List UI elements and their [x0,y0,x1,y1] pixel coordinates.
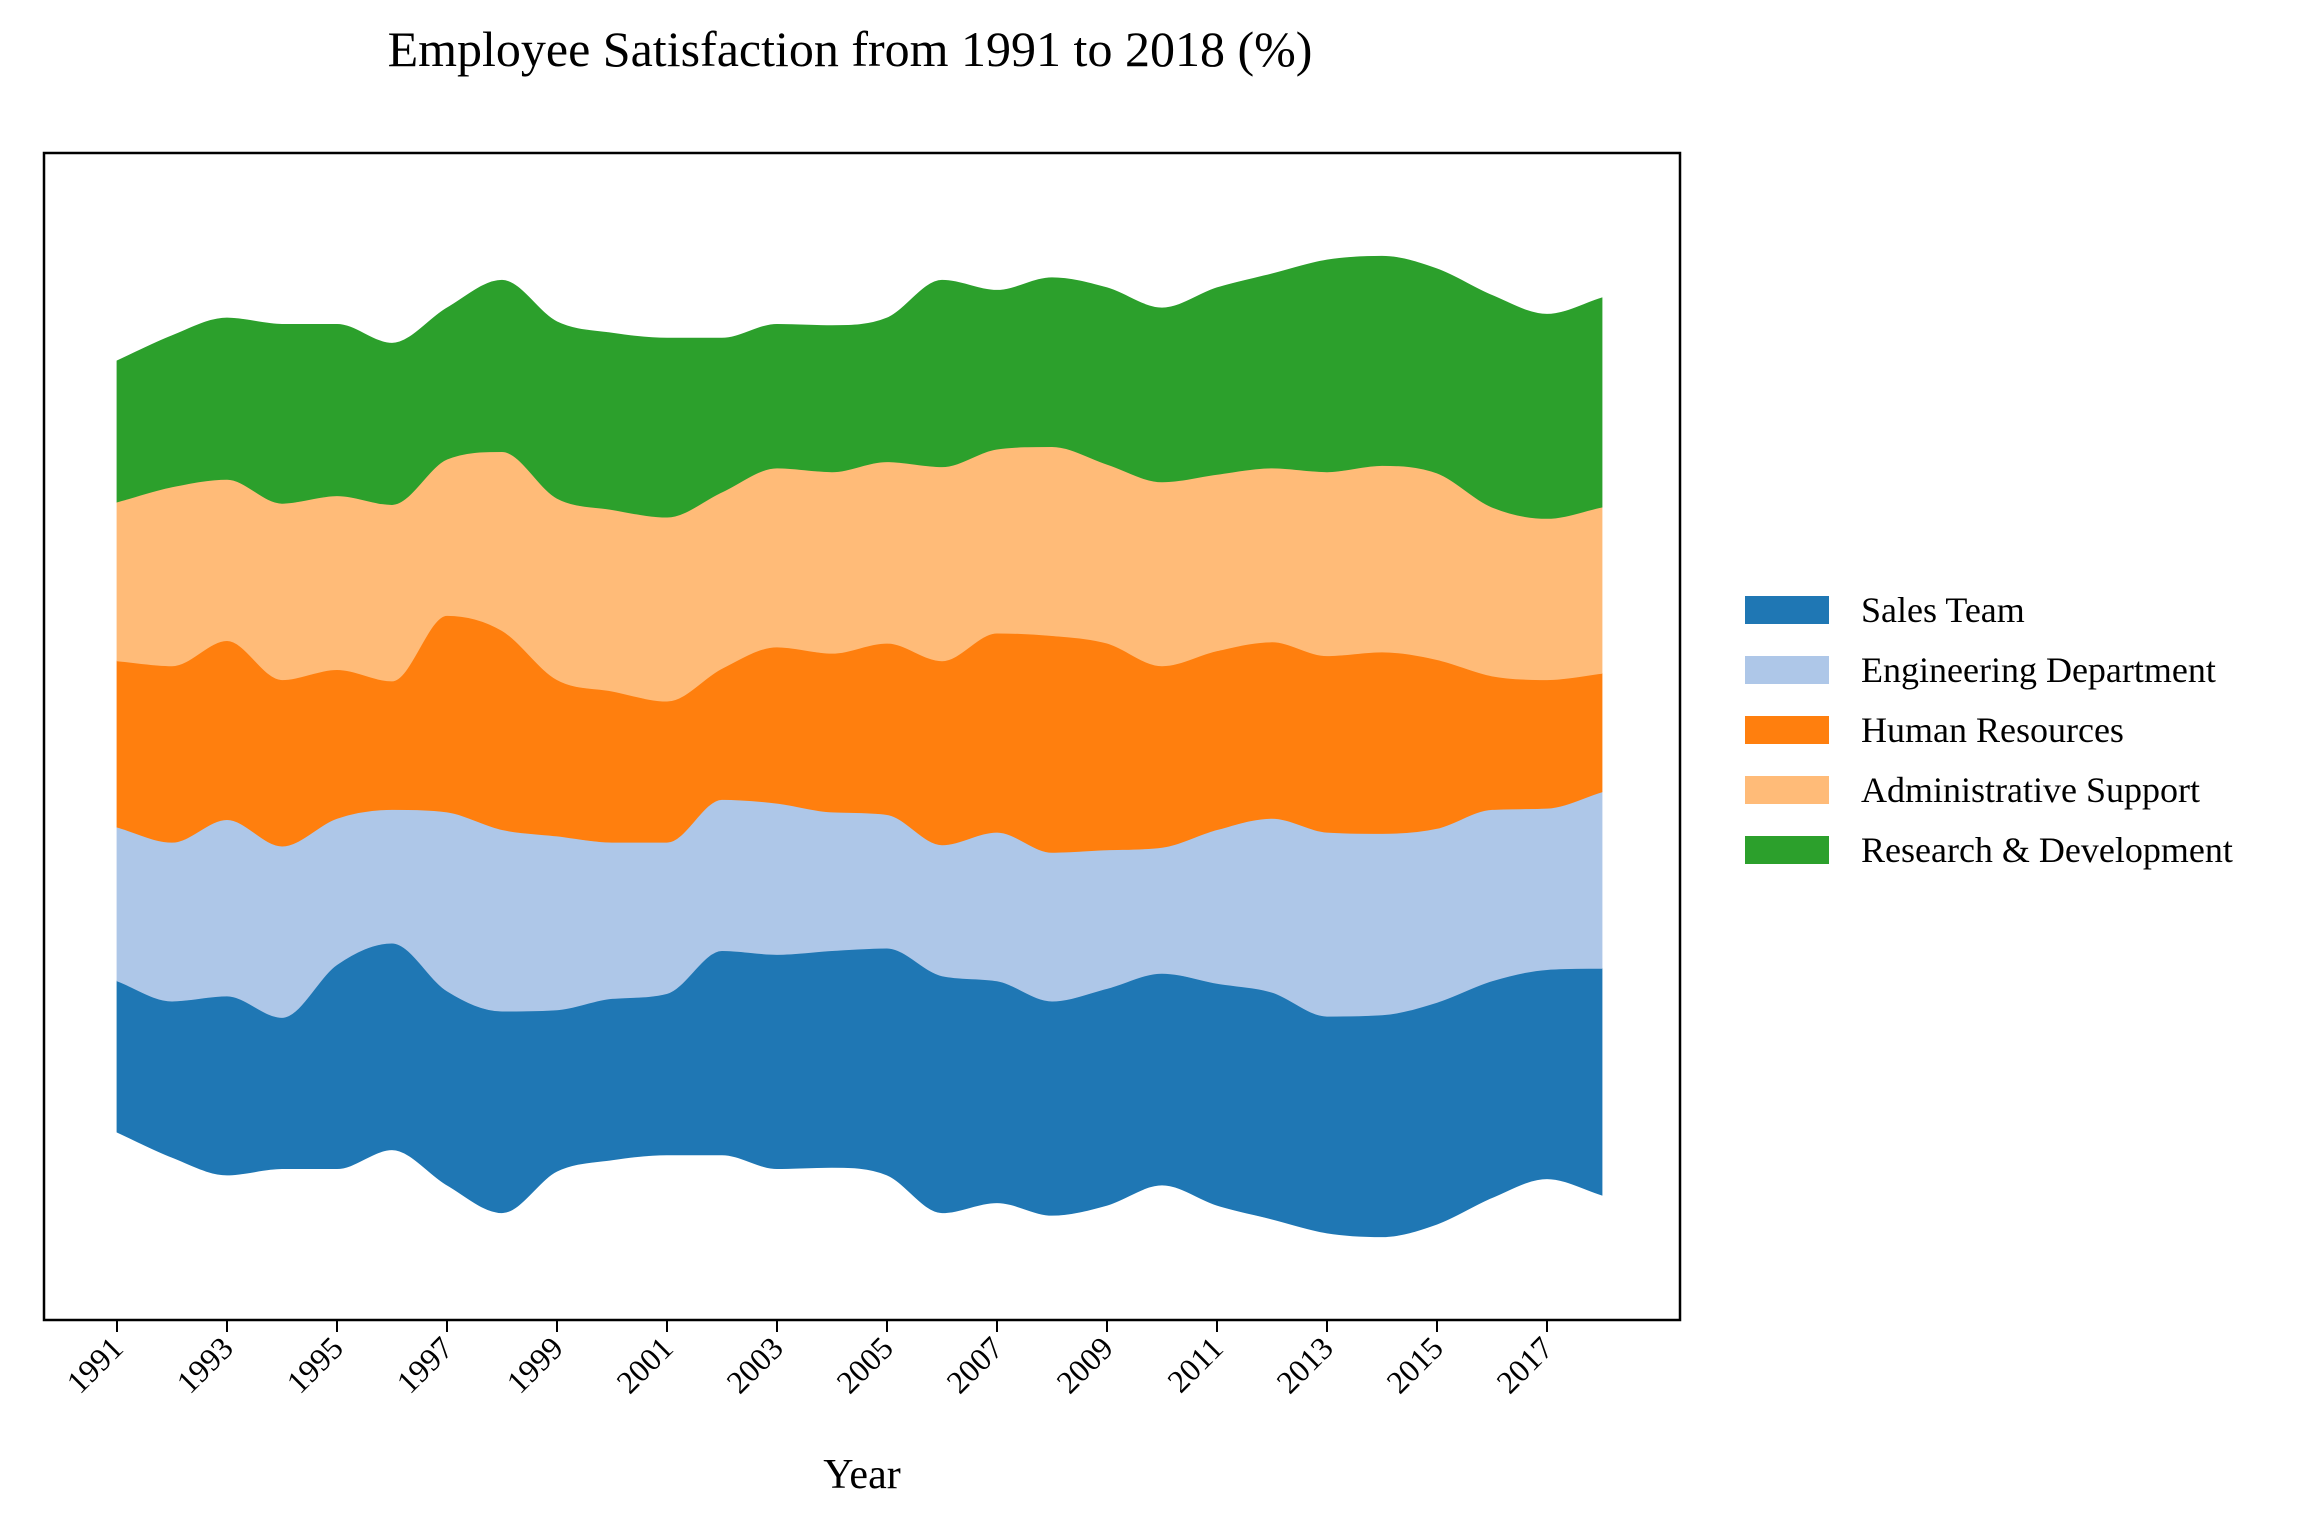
x-tick-label: 2005 [829,1329,900,1400]
legend-swatch [1745,656,1829,684]
x-axis-label: Year [823,1452,900,1498]
plot-frame [42,151,1682,1322]
x-tick-label: 2003 [719,1329,790,1400]
legend-label: Research & Development [1861,830,2233,870]
stream-area-research-development [116,255,1603,519]
legend-item: Sales Team [1745,580,2233,640]
legend-swatch [1745,836,1829,864]
stream-areas [116,255,1603,1238]
x-tick-label: 2007 [939,1329,1010,1400]
legend: Sales Team Engineering Department Human Re… [1745,580,2233,880]
chart-title: Employee Satisfaction from 1991 to 2018 … [387,21,1313,77]
x-axis-ticks: 1991 1993 1995 1997 1999 2001 2003 2005 2007 2009… [59,1320,1560,1400]
legend-label: Human Resources [1861,710,2124,750]
legend-label: Administrative Support [1861,770,2200,810]
x-tick-label: 2011 [1160,1329,1230,1399]
legend-item: Research & Development [1745,820,2233,880]
x-tick-label: 1999 [499,1329,570,1400]
legend-label: Engineering Department [1861,650,2216,690]
x-tick-label: 1993 [169,1329,240,1400]
legend-item: Engineering Department [1745,640,2233,700]
x-tick-label: 2001 [609,1329,680,1400]
x-tick-label: 1995 [279,1329,350,1400]
x-tick-label: 2013 [1269,1329,1340,1400]
legend-item: Administrative Support [1745,760,2233,820]
legend-swatch [1745,776,1829,804]
x-tick-label: 1997 [389,1329,460,1400]
legend-swatch [1745,716,1829,744]
x-tick-label: 2009 [1049,1329,1120,1400]
legend-swatch [1745,596,1829,624]
x-tick-label: 2015 [1379,1329,1450,1400]
legend-label: Sales Team [1861,590,2025,630]
legend-item: Human Resources [1745,700,2233,760]
x-tick-label: 1991 [59,1329,130,1400]
x-tick-label: 2017 [1489,1329,1560,1400]
